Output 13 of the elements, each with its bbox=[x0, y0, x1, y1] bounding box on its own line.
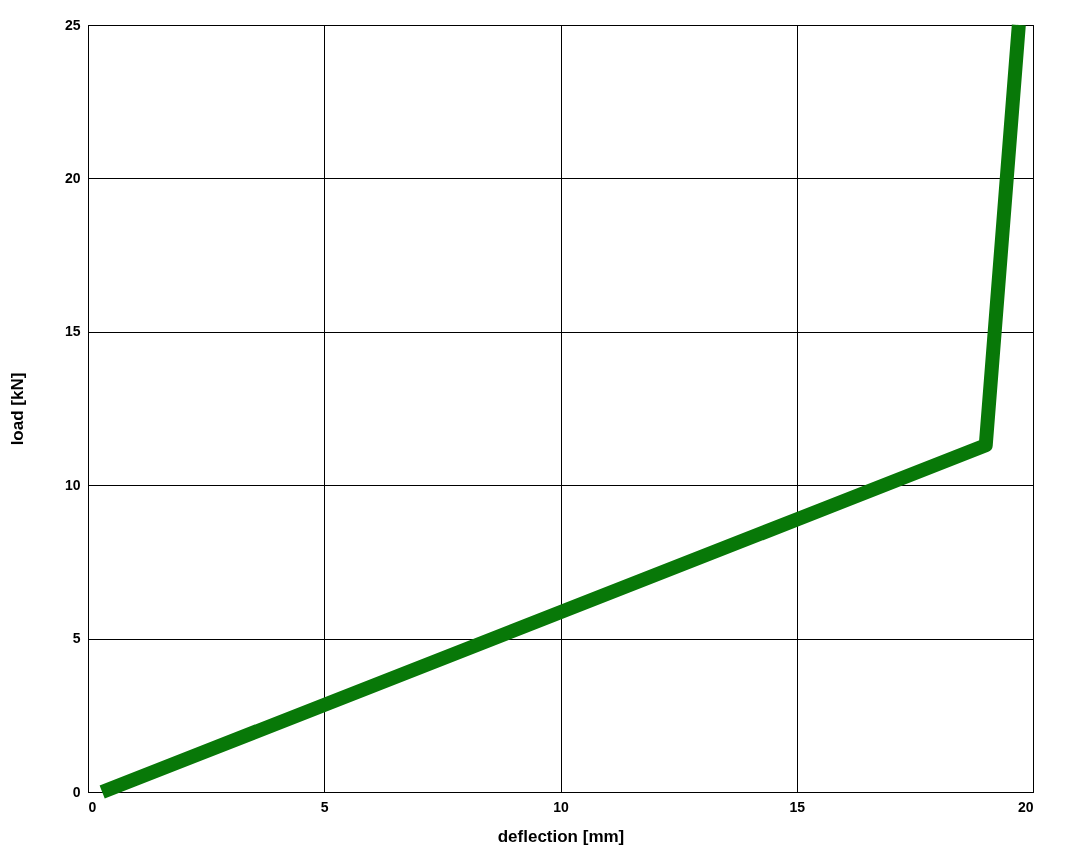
y-axis-title: load [kN] bbox=[7, 372, 27, 446]
y-tick-label: 25 bbox=[64, 16, 81, 33]
x-axis-title: deflection [mm] bbox=[497, 826, 625, 846]
y-tick-label: 20 bbox=[64, 169, 81, 186]
x-tick-label: 10 bbox=[553, 798, 569, 815]
x-tick-label: 15 bbox=[789, 798, 806, 815]
x-tick-label: 0 bbox=[88, 798, 97, 815]
y-tick-label: 15 bbox=[64, 323, 81, 340]
x-tick-label: 20 bbox=[1017, 798, 1034, 815]
y-tick-label: 0 bbox=[72, 783, 81, 800]
y-tick-label: 10 bbox=[64, 476, 81, 493]
x-tick-label: 5 bbox=[320, 798, 329, 815]
y-tick-label: 5 bbox=[72, 630, 81, 647]
